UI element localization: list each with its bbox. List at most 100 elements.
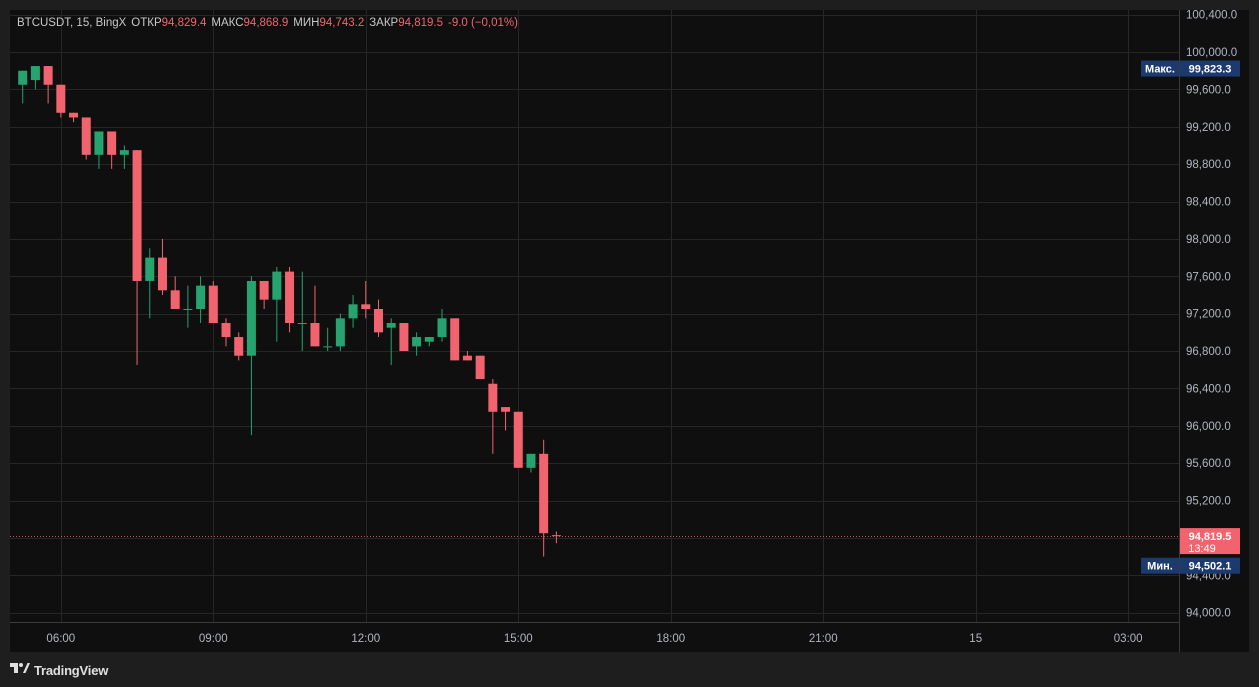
candle-up — [412, 332, 422, 356]
max-price-badge: Макс. 99,823.3 — [1141, 60, 1240, 77]
candle-body — [488, 383, 498, 412]
candle-body — [196, 285, 206, 309]
min-price-badge-label: Мин. — [1147, 561, 1173, 573]
candle-body — [43, 66, 53, 85]
price-tick-label: 96,400.0 — [1186, 383, 1231, 395]
candle-down — [208, 280, 218, 324]
candlestick-chart[interactable]: 100,400.0 100,000.0 99,600.0 99,200.0 98,800… — [10, 10, 1249, 652]
candle-body — [539, 453, 549, 534]
time-tick-label: 06:00 — [46, 633, 75, 645]
price-tick-label: 99,200.0 — [1186, 122, 1231, 134]
time-tick-label: 21:00 — [809, 633, 838, 645]
candle-body — [69, 112, 79, 118]
candle-up — [526, 453, 536, 473]
last-price-badge-countdown: 13:49 — [1188, 543, 1216, 555]
candle-body — [437, 318, 447, 338]
last-price-badge: 94,819.513:49 — [1180, 528, 1240, 555]
price-tick-label: 95,600.0 — [1186, 458, 1231, 470]
candle-body — [145, 257, 155, 281]
candle-body — [399, 323, 409, 352]
price-tick-label: 96,800.0 — [1186, 346, 1231, 358]
candle-down — [475, 355, 485, 380]
candle-up — [119, 145, 129, 169]
chart-frame[interactable]: 100,400.0 100,000.0 99,600.0 99,200.0 98,800… — [10, 10, 1249, 652]
candle-body — [348, 304, 358, 319]
candle-down — [501, 407, 511, 431]
candle-body — [450, 318, 460, 361]
legend-low-value: 94,743.2 — [319, 17, 365, 29]
min-price-badge-value: 94,502.1 — [1189, 561, 1232, 573]
candle-down — [361, 280, 371, 319]
candle-down — [221, 318, 231, 347]
candle-down — [43, 66, 53, 104]
legend-change: -9.0 (−0,01%) — [447, 17, 518, 29]
candle-up — [183, 285, 193, 328]
candle-body — [272, 271, 282, 300]
candle-down — [56, 84, 66, 118]
candle-body — [132, 150, 142, 281]
candle-body — [157, 257, 167, 291]
candle-up — [145, 248, 155, 319]
tradingview-brand-text: TradingView — [34, 662, 109, 678]
ohlc-legend: BTCUSDT, 15, BingX ОТКР94,829.4 МАКС94,868… — [17, 17, 518, 29]
candle-body — [310, 323, 320, 347]
candle-body — [183, 308, 193, 310]
candle-down — [81, 117, 91, 160]
candle-down — [285, 266, 295, 333]
candle-body — [424, 337, 434, 342]
candle-down — [450, 318, 460, 361]
candle-body — [475, 355, 485, 380]
candle-body — [56, 84, 66, 113]
candle-down — [373, 299, 383, 338]
price-tick-label: 100,000.0 — [1186, 47, 1237, 59]
candle-body — [246, 280, 256, 356]
legend-open-label: ОТКР — [131, 17, 162, 29]
candle-down — [310, 285, 320, 347]
candle-down — [259, 280, 269, 309]
time-tick-label: 03:00 — [1114, 633, 1143, 645]
candle-body — [335, 318, 345, 347]
legend-exchange: BingX — [95, 17, 127, 29]
price-tick-label: 99,600.0 — [1186, 84, 1231, 96]
candle-down — [234, 332, 244, 361]
candle-body — [462, 355, 472, 361]
legend-close-label: ЗАКР — [369, 17, 399, 29]
candle-up — [348, 294, 358, 328]
max-price-badge-label: Макс. — [1145, 64, 1175, 76]
candle-up — [323, 327, 333, 352]
price-tick-label: 97,200.0 — [1186, 309, 1231, 321]
legend-low-label: МИН — [293, 17, 320, 29]
candle-up — [246, 276, 256, 436]
candle-down — [69, 112, 79, 123]
candle-down — [399, 323, 409, 352]
last-price-badge-value: 94,819.5 — [1189, 531, 1232, 543]
candle-body — [259, 280, 269, 300]
candle-body — [285, 271, 295, 324]
max-price-badge-label-box — [1141, 60, 1179, 77]
candle-down — [132, 150, 142, 366]
time-tick-label: 09:00 — [199, 633, 228, 645]
candle-body — [323, 346, 333, 348]
candle-up — [437, 308, 447, 342]
min-price-badge-value-box — [1180, 557, 1240, 574]
price-tick-label: 98,800.0 — [1186, 159, 1231, 171]
candle-body — [551, 535, 561, 537]
price-tick-label: 95,200.0 — [1186, 496, 1231, 508]
candle-up — [196, 276, 206, 324]
candle-body — [170, 290, 180, 309]
price-tick-label: 96,000.0 — [1186, 421, 1231, 433]
candle-down — [513, 411, 523, 468]
candle-body — [119, 150, 129, 155]
legend-symbol: BTCUSDT — [17, 17, 71, 29]
last-price-badge-value-box — [1180, 528, 1240, 555]
candle-body — [373, 308, 383, 333]
candle-body — [81, 117, 91, 155]
legend-close-value: 94,819.5 — [398, 17, 443, 29]
candle-body — [501, 407, 511, 412]
candle-body — [412, 337, 422, 347]
candle-body — [94, 131, 104, 155]
legend-open-value: 94,829.4 — [161, 17, 207, 29]
tradingview-footer[interactable]: TradingView — [10, 660, 108, 680]
legend-high-value: 94,868.9 — [243, 17, 289, 29]
price-tick-label: 97,600.0 — [1186, 271, 1231, 283]
